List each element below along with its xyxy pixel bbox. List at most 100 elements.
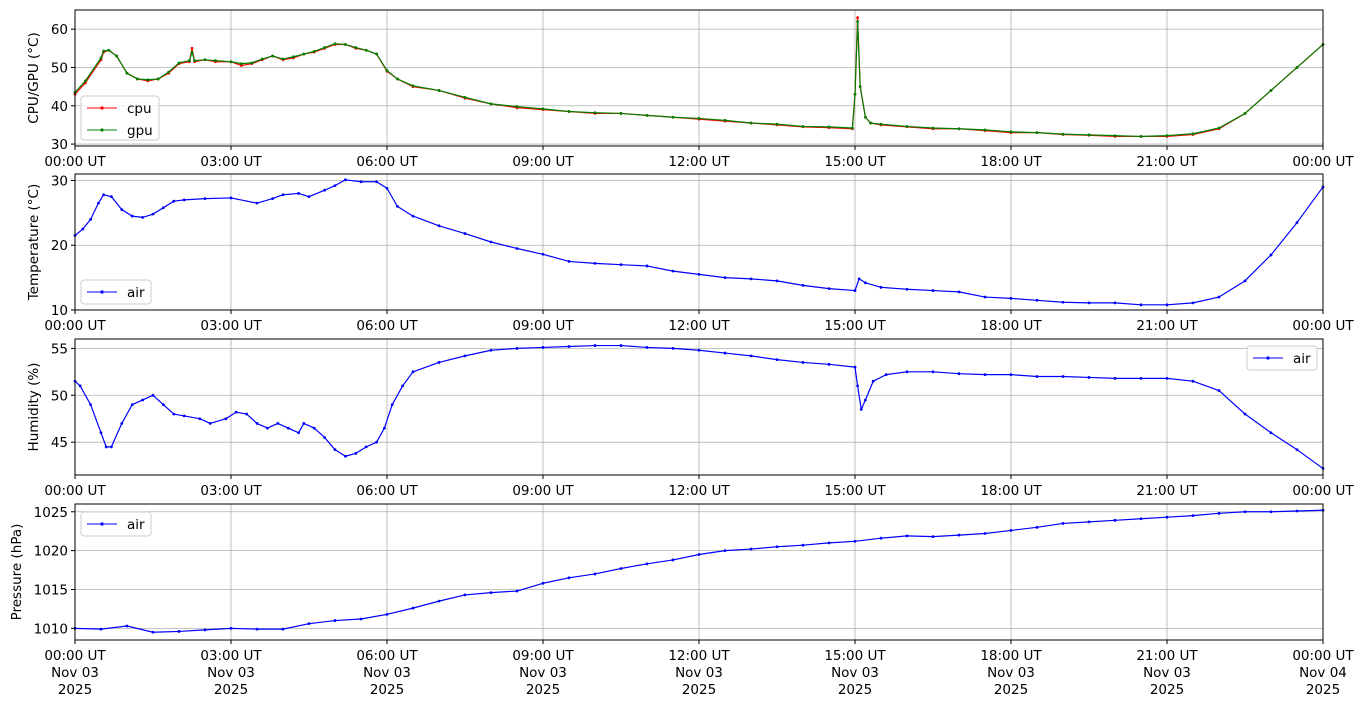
data-point	[99, 56, 103, 60]
x-tick-label: 09:00 UT	[512, 318, 574, 334]
data-point	[671, 346, 675, 350]
data-point	[671, 269, 675, 273]
data-point	[697, 272, 701, 276]
x-tick-label: 12:00 UT	[668, 483, 730, 499]
x-tick-label: 03:00 UT	[200, 154, 262, 170]
x-tick-label: 06:00 UT Nov 03 2025	[356, 648, 418, 698]
data-point	[864, 281, 867, 285]
data-point	[671, 558, 675, 562]
data-point	[775, 122, 779, 126]
data-point	[130, 403, 134, 407]
y-axis-label: Pressure (hPa)	[9, 524, 25, 621]
data-point	[515, 247, 519, 250]
data-point	[136, 77, 139, 81]
data-point	[957, 372, 961, 376]
data-point	[411, 606, 415, 610]
data-point	[463, 593, 467, 597]
data-point	[1243, 112, 1247, 115]
data-point	[203, 197, 207, 201]
data-point	[931, 535, 935, 539]
data-point	[567, 345, 571, 348]
data-point	[1035, 525, 1039, 529]
data-point	[864, 115, 867, 119]
data-point	[801, 361, 805, 364]
data-point	[1243, 510, 1247, 514]
x-tick-label: 00:00 UT	[1292, 318, 1354, 334]
data-point	[203, 628, 207, 632]
data-point	[489, 348, 493, 352]
data-point	[364, 48, 368, 52]
x-tick-label: 00:00 UT	[1292, 154, 1354, 170]
legend-box	[80, 95, 160, 141]
x-tick-label: 00:00 UT Nov 04 2025	[1292, 648, 1354, 698]
data-point	[931, 126, 935, 130]
data-point	[146, 78, 150, 82]
data-point	[110, 445, 113, 449]
data-point	[853, 539, 857, 543]
data-point	[801, 125, 805, 128]
data-point	[515, 346, 519, 350]
data-point	[307, 195, 311, 199]
data-point	[463, 95, 467, 99]
data-point	[375, 440, 378, 444]
x-tick-label: 12:00 UT Nov 03 2025	[668, 648, 730, 698]
data-point	[515, 105, 519, 108]
data-point	[853, 92, 857, 96]
data-point	[851, 126, 854, 130]
x-tick-label: 12:00 UT	[668, 154, 730, 170]
data-point	[1191, 514, 1195, 518]
data-point	[775, 279, 779, 283]
data-point	[645, 346, 649, 349]
data-point	[229, 626, 233, 630]
legend-label: cpu	[127, 101, 152, 117]
y-tick-label: 1025	[34, 505, 68, 521]
data-point	[1217, 389, 1221, 392]
data-point	[567, 576, 571, 580]
data-point	[1113, 518, 1117, 522]
data-point	[1217, 295, 1221, 299]
y-tick-label: 40	[51, 99, 68, 115]
x-tick-label: 00:00 UT	[44, 154, 106, 170]
data-point	[177, 630, 181, 633]
data-point	[385, 612, 389, 616]
data-point	[292, 55, 295, 59]
data-point	[333, 619, 337, 622]
data-point	[102, 49, 105, 53]
data-point	[97, 201, 100, 205]
data-point	[286, 426, 290, 430]
y-tick-label: 1020	[34, 544, 68, 560]
x-tick-label: 21:00 UT	[1136, 318, 1198, 334]
data-point	[229, 196, 233, 200]
data-point	[853, 365, 857, 369]
data-point	[983, 373, 987, 377]
data-point	[208, 422, 212, 425]
data-point	[115, 54, 118, 58]
data-point	[931, 289, 935, 292]
data-point	[1009, 296, 1013, 300]
panel-3: 1010 1015 1020 1025 00:00 UT Nov 03 2025 03:00 …	[9, 503, 1354, 698]
data-point	[78, 384, 82, 388]
x-tick-label: 18:00 UT	[980, 318, 1042, 334]
data-point	[385, 186, 389, 190]
data-point	[344, 178, 347, 182]
data-point	[827, 125, 831, 129]
data-point	[401, 384, 404, 388]
data-point	[193, 59, 197, 62]
data-point	[619, 344, 623, 347]
data-point	[1191, 301, 1195, 305]
data-point	[541, 252, 545, 256]
data-point	[396, 204, 399, 208]
legend-label: air	[127, 285, 145, 301]
data-point	[645, 562, 649, 566]
x-tick-label: 00:00 UT Nov 03 2025	[44, 648, 106, 698]
data-point	[957, 127, 961, 131]
data-point	[857, 277, 861, 281]
data-point	[1243, 279, 1247, 283]
x-tick-label: 21:00 UT Nov 03 2025	[1136, 648, 1198, 698]
data-point	[214, 59, 217, 62]
data-point	[260, 57, 264, 61]
y-tick-label: 45	[51, 435, 68, 451]
data-point	[645, 113, 649, 117]
data-point	[593, 261, 597, 265]
data-point	[359, 180, 363, 184]
